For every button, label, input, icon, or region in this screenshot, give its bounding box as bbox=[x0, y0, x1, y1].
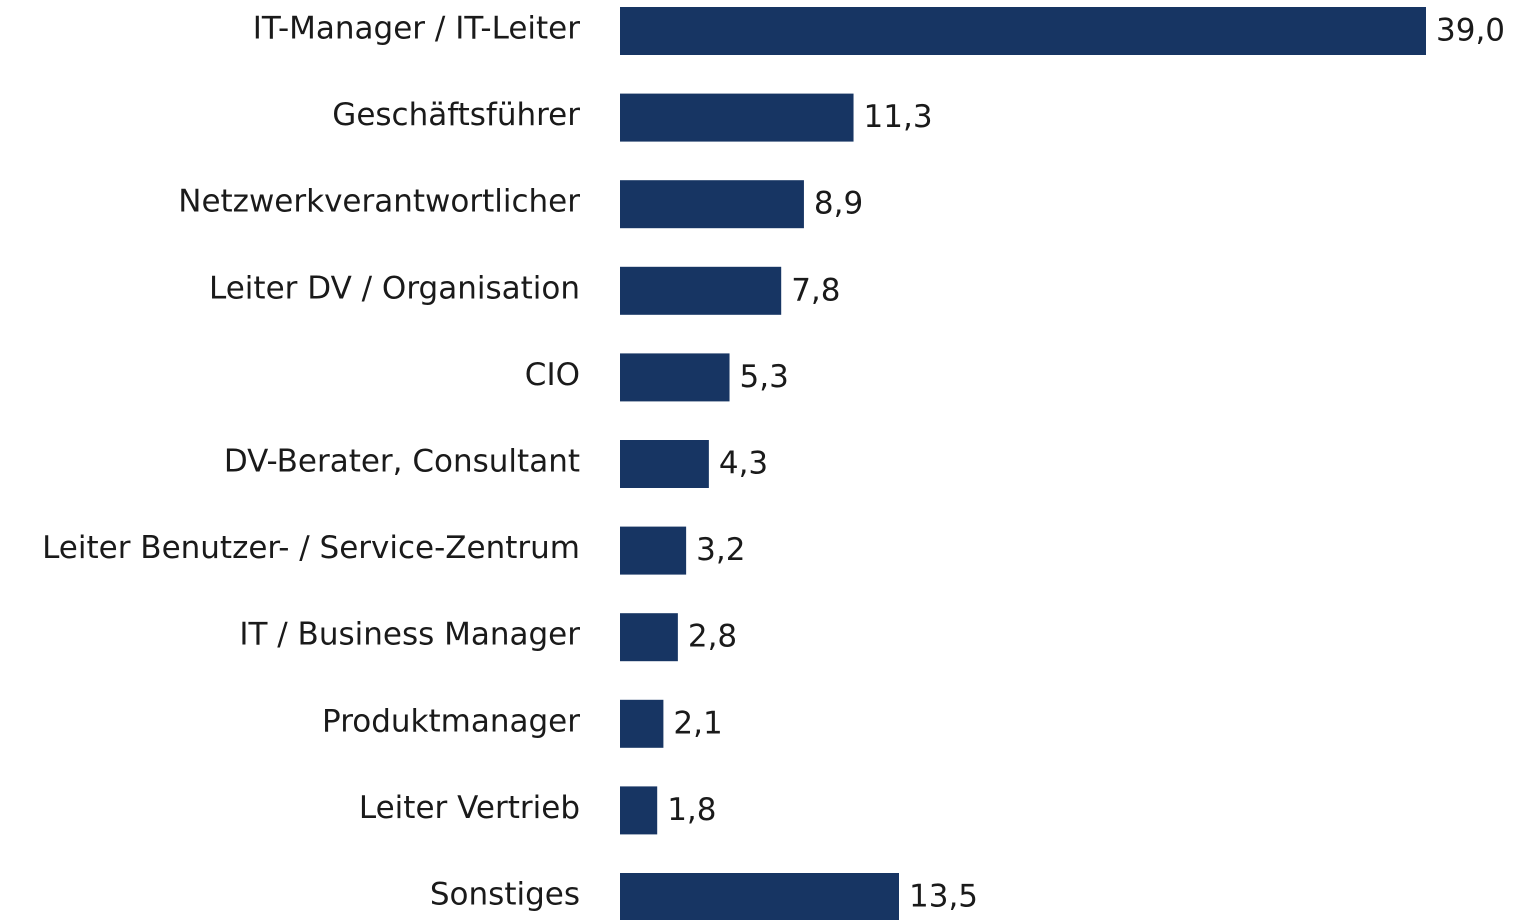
category-label: Geschäftsführer bbox=[332, 97, 580, 133]
value-label: 4,3 bbox=[719, 446, 768, 482]
bar bbox=[620, 613, 678, 662]
value-label: 3,2 bbox=[696, 532, 745, 568]
value-label: 2,8 bbox=[688, 619, 737, 655]
value-label: 5,3 bbox=[740, 359, 789, 395]
category-label: Netzwerkverantwortlicher bbox=[178, 184, 580, 220]
value-label: 39,0 bbox=[1436, 13, 1505, 49]
bar bbox=[620, 266, 782, 315]
category-label: DV-Berater, Consultant bbox=[224, 444, 580, 480]
value-label: 8,9 bbox=[814, 186, 863, 222]
value-label: 2,1 bbox=[673, 705, 722, 741]
value-label: 7,8 bbox=[791, 272, 840, 308]
value-label: 1,8 bbox=[667, 792, 716, 828]
bar bbox=[620, 440, 709, 488]
bar bbox=[620, 353, 730, 402]
category-label: Produktmanager bbox=[322, 703, 580, 739]
category-label: IT / Business Manager bbox=[239, 617, 580, 653]
bar bbox=[620, 7, 1426, 55]
category-label: Leiter Vertrieb bbox=[359, 790, 580, 826]
value-label: 13,5 bbox=[909, 879, 978, 915]
bar bbox=[620, 93, 854, 142]
value-label: 11,3 bbox=[864, 99, 933, 135]
category-label: Leiter DV / Organisation bbox=[209, 270, 580, 306]
bar bbox=[620, 699, 664, 748]
category-label: IT-Manager / IT-Leiter bbox=[253, 11, 581, 47]
bar bbox=[620, 873, 899, 920]
category-label: Sonstiges bbox=[430, 877, 580, 913]
bar bbox=[620, 180, 804, 229]
bar bbox=[620, 526, 687, 575]
bar bbox=[620, 786, 658, 835]
category-label: CIO bbox=[525, 357, 580, 393]
category-label: Leiter Benutzer- / Service-Zentrum bbox=[42, 530, 580, 566]
